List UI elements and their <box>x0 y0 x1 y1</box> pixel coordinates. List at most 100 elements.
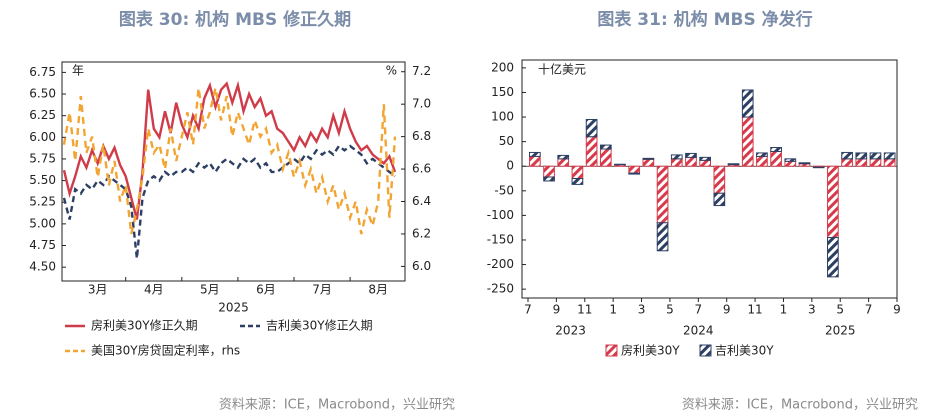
y2-tick-label: 7.0 <box>412 97 431 111</box>
plot-frame <box>521 59 898 299</box>
x-axis-label: 2025 <box>218 301 249 315</box>
bar-segment <box>585 119 598 138</box>
series-line <box>62 144 396 259</box>
y-tick-label: 100 <box>491 110 514 124</box>
legend-label: 房利美30Y <box>621 343 680 358</box>
legend-label: 房利美30Y修正久期 <box>91 318 198 333</box>
legend-label: 吉利美30Y修正久期 <box>266 318 373 333</box>
legend-swatch <box>605 344 618 357</box>
bar-segment <box>827 165 839 239</box>
y-tick-label: 0 <box>506 159 514 173</box>
y2-tick-label: 6.6 <box>412 162 431 176</box>
bar-segment <box>727 163 740 166</box>
y-tick-label: 150 <box>491 85 514 99</box>
y2-tick-label: 6.2 <box>412 226 431 240</box>
x-tick-label: 7 <box>524 303 532 317</box>
series-line <box>62 87 397 235</box>
x-tick-label: 7 <box>694 303 702 317</box>
bar-segment <box>585 136 598 167</box>
y2-tick-label: 6.8 <box>412 129 431 143</box>
bar-segment <box>756 152 768 157</box>
bar-segment <box>529 151 541 157</box>
y-tick-label: 4.75 <box>29 238 56 252</box>
bar-segment <box>784 158 797 162</box>
bar-segment <box>628 172 641 175</box>
y2-tick-label: 6.0 <box>412 259 431 273</box>
legend-swatch <box>699 344 712 357</box>
x-tick-label: 4月 <box>144 283 164 297</box>
x-tick-label: 3 <box>638 303 646 317</box>
y-tick-label: -50 <box>494 183 514 197</box>
bar-segment <box>557 154 570 160</box>
source: 资料来源：ICE，Macrobond，兴业研究 <box>219 398 455 413</box>
bar-segment <box>642 157 655 160</box>
x-tick-label: 1 <box>780 303 788 317</box>
bar-segment <box>599 144 612 150</box>
bar-segment <box>529 155 541 167</box>
x-tick-label: 6月 <box>256 283 276 297</box>
y-tick-label: -100 <box>487 208 514 222</box>
chart-title: 图表 31: 机构 MBS 净发行 <box>597 9 812 30</box>
x-tick-label: 1 <box>609 303 617 317</box>
bar-segment <box>756 155 768 167</box>
bar-segment <box>883 152 896 160</box>
bar-segment <box>770 150 782 167</box>
y-tick-label: 5.50 <box>29 173 56 187</box>
chart-title: 图表 30: 机构 MBS 修正久期 <box>119 9 351 30</box>
x-tick-label: 9 <box>723 303 731 317</box>
y-tick-label: 5.75 <box>29 151 56 165</box>
y-tick-label: 4.50 <box>29 260 56 274</box>
y-tick-label: 5.00 <box>29 216 56 230</box>
y-tick-label: 5.25 <box>29 195 56 209</box>
y2-tick-label: 7.2 <box>412 64 431 78</box>
bar-segment <box>741 89 754 118</box>
bar-segment <box>642 158 655 167</box>
bar-segment <box>599 148 612 167</box>
bar-segment <box>713 165 726 194</box>
x-year-label: 2024 <box>683 324 714 338</box>
y-unit: 年 <box>72 64 84 78</box>
bar-segment <box>784 160 797 167</box>
series-line <box>62 80 397 220</box>
bar-segment <box>770 147 782 152</box>
y-tick-label: 6.50 <box>29 87 56 101</box>
bar-segment <box>699 159 711 167</box>
bar-segment <box>557 158 570 167</box>
y-tick-label: 6.00 <box>29 130 56 144</box>
bar-segment <box>543 165 555 178</box>
bar-segment <box>670 154 683 160</box>
bar-segment <box>670 158 683 167</box>
y-unit: 十亿美元 <box>538 62 586 77</box>
bar-segment <box>798 162 811 165</box>
bar-segment <box>713 192 726 207</box>
y2-tick-label: 6.4 <box>412 194 431 208</box>
y-tick-label: -250 <box>487 282 514 296</box>
legend-label: 美国30Y房贷固定利率，rhs <box>91 343 240 358</box>
bar-segment <box>855 152 868 160</box>
x-year-label: 2025 <box>825 324 856 338</box>
y2-unit: % <box>386 64 397 78</box>
bar-segment <box>827 237 839 278</box>
bar-segment <box>656 165 669 224</box>
legend-label: 吉利美30Y <box>715 344 774 358</box>
x-tick-label: 5月 <box>200 283 220 297</box>
bar-segment <box>841 151 853 160</box>
bar-segment <box>685 156 697 167</box>
bar-segment <box>571 178 584 185</box>
x-tick-label: 5 <box>666 303 674 317</box>
bar-segment <box>571 165 584 180</box>
y-tick-label: 6.25 <box>29 108 56 122</box>
y-tick-label: 50 <box>499 134 514 148</box>
bar-segment <box>628 165 641 174</box>
y-tick-label: 6.75 <box>29 65 56 79</box>
x-tick-label: 3月 <box>88 283 108 297</box>
bar-segment <box>883 158 896 167</box>
bar-segment <box>656 222 669 252</box>
x-tick-label: 7 <box>865 303 873 317</box>
x-tick-label: 9 <box>553 303 561 317</box>
bar-segment <box>699 156 711 161</box>
x-tick-label: 11 <box>577 303 592 317</box>
x-tick-label: 9 <box>893 303 901 317</box>
y-tick-label: 200 <box>491 60 514 74</box>
bar-segment <box>685 152 697 158</box>
